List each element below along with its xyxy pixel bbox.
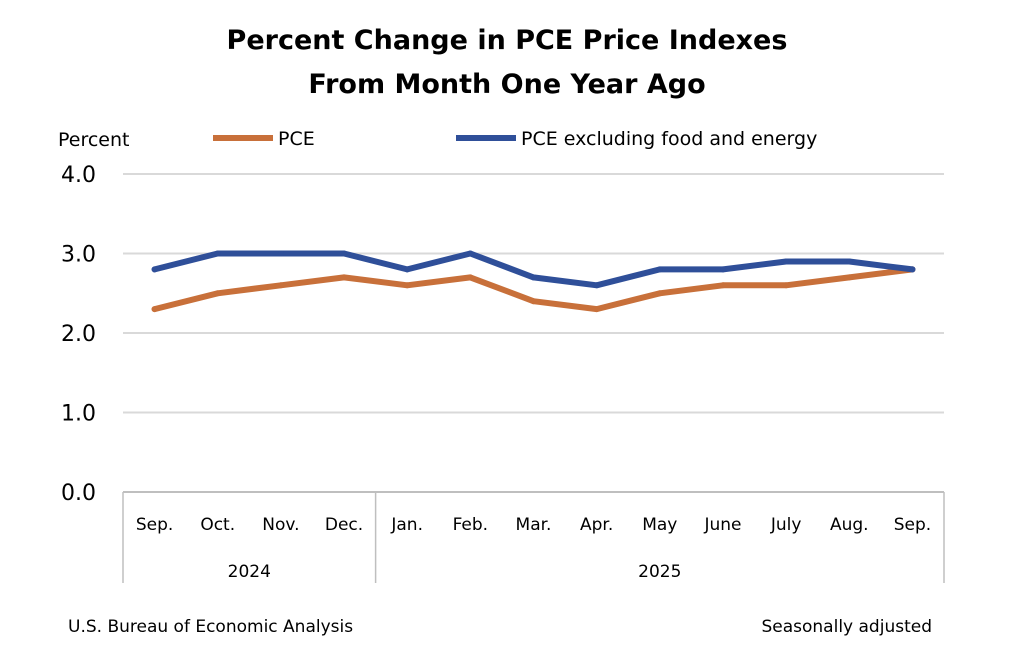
data-series — [151, 250, 916, 313]
x-tick-label: Oct. — [200, 515, 235, 535]
data-point-core-pce — [909, 266, 916, 273]
y-tick-label: 3.0 — [61, 243, 96, 268]
x-tick-label: Dec. — [325, 515, 363, 535]
data-point-core-pce — [593, 282, 600, 289]
x-tick-label: Sep. — [136, 515, 173, 535]
data-point-pce — [277, 282, 284, 289]
x-tick-label: May — [642, 515, 677, 535]
year-label: 2025 — [638, 562, 681, 582]
chart-title-line-2: From Month One Year Ago — [308, 69, 705, 100]
data-point-pce — [467, 274, 474, 281]
data-point-pce — [783, 282, 790, 289]
data-point-pce — [656, 290, 663, 297]
data-point-core-pce — [719, 266, 726, 273]
source-note: U.S. Bureau of Economic Analysis — [68, 617, 353, 637]
year-groups: 2024 2025 — [228, 562, 682, 582]
data-point-pce — [530, 298, 537, 305]
y-tick-label: 0.0 — [61, 481, 96, 506]
x-tick-label: Aug. — [830, 515, 869, 535]
chart-title-line-1: Percent Change in PCE Price Indexes — [227, 25, 788, 56]
data-point-core-pce — [214, 250, 221, 257]
data-point-core-pce — [277, 250, 284, 257]
x-axis-ticks: Sep. Oct. Nov. Dec. Jan. Feb. Mar. Apr. May June J… — [136, 515, 931, 535]
data-point-core-pce — [341, 250, 348, 257]
seasonal-note: Seasonally adjusted — [761, 617, 932, 637]
legend-label-core-pce: PCE excluding food and energy — [521, 128, 817, 150]
data-point-pce — [593, 306, 600, 313]
x-tick-label: Nov. — [262, 515, 299, 535]
x-tick-label: Mar. — [516, 515, 552, 535]
y-tick-label: 4.0 — [61, 163, 96, 188]
legend-label-pce: PCE — [278, 128, 315, 150]
y-tick-label: 1.0 — [61, 402, 96, 427]
data-point-core-pce — [467, 250, 474, 257]
legend: PCE PCE excluding food and energy — [213, 128, 817, 150]
x-tick-label: Apr. — [580, 515, 613, 535]
gridlines — [123, 173, 944, 414]
x-tick-label: Sep. — [894, 515, 931, 535]
data-point-core-pce — [656, 266, 663, 273]
data-point-core-pce — [783, 258, 790, 265]
data-point-core-pce — [404, 266, 411, 273]
data-point-core-pce — [530, 274, 537, 281]
x-tick-label: Jan. — [390, 515, 423, 535]
data-point-pce — [404, 282, 411, 289]
data-point-pce — [341, 274, 348, 281]
data-point-core-pce — [151, 266, 158, 273]
y-axis-ticks: 0.0 1.0 2.0 3.0 4.0 — [61, 163, 96, 506]
x-tick-label: June — [703, 515, 741, 535]
data-point-pce — [719, 282, 726, 289]
data-point-pce — [214, 290, 221, 297]
x-tick-label: July — [770, 515, 802, 535]
year-label: 2024 — [228, 562, 271, 582]
y-tick-label: 2.0 — [61, 322, 96, 347]
data-point-pce — [151, 306, 158, 313]
x-tick-label: Feb. — [453, 515, 489, 535]
data-point-pce — [846, 274, 853, 281]
x-axis — [122, 491, 945, 583]
y-axis-label: Percent — [58, 129, 130, 151]
series-line-core-pce — [151, 250, 916, 289]
data-point-core-pce — [846, 258, 853, 265]
